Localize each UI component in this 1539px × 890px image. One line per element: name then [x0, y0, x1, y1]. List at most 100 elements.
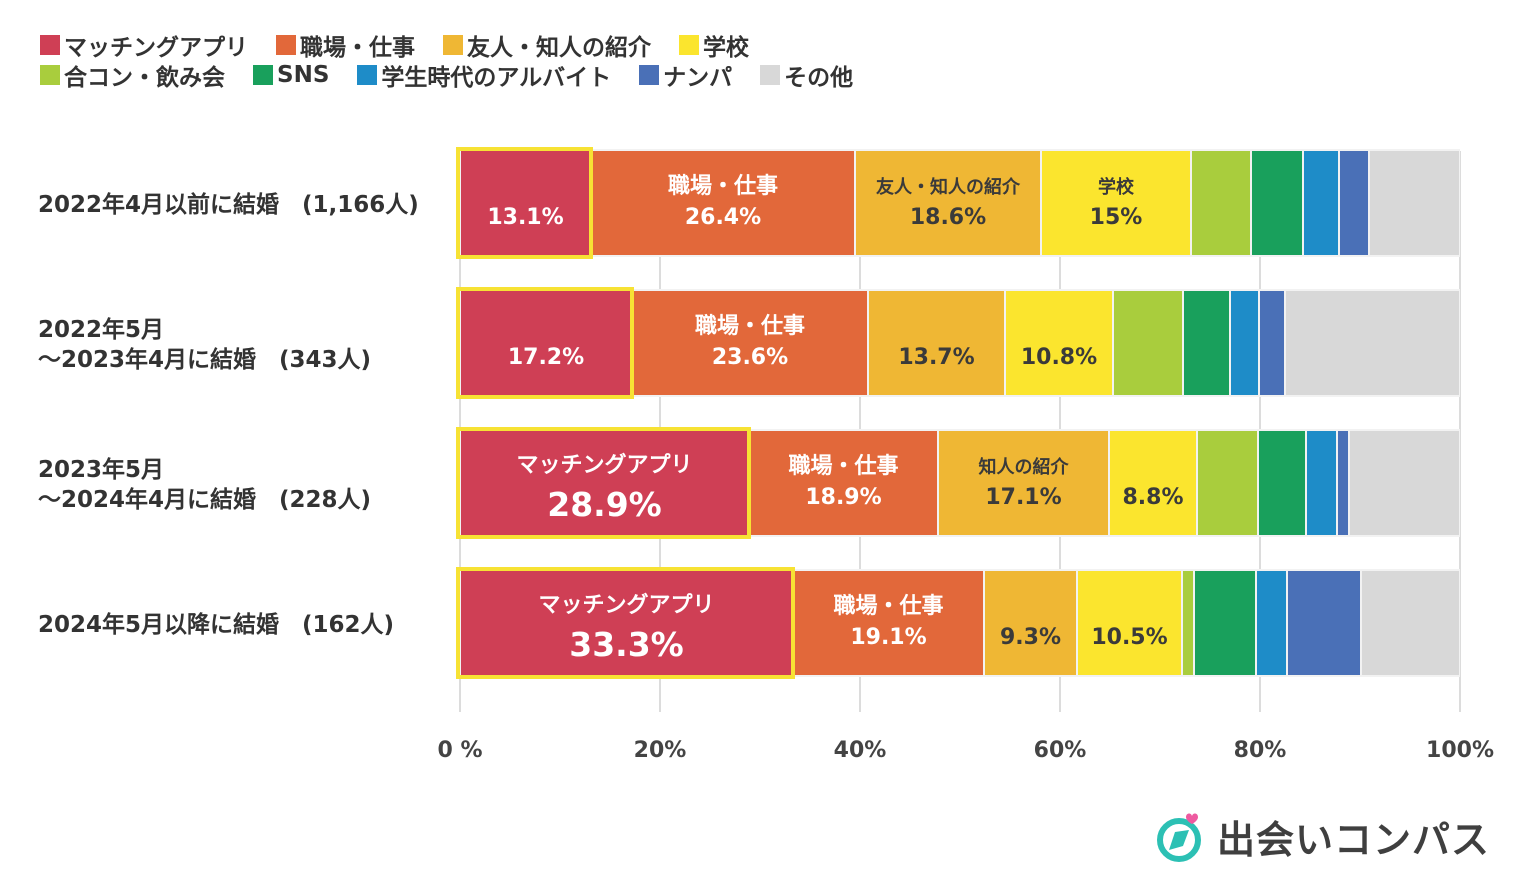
bar-segment [750, 431, 937, 535]
bar-segment [1078, 571, 1181, 675]
category-label: ～2023年4月に結婚 (343人) [38, 346, 371, 373]
bar-segment [1340, 151, 1368, 255]
bar-segment [985, 571, 1076, 675]
legend-swatch [443, 35, 463, 55]
x-tick-label: 0 % [437, 738, 482, 763]
category-label: 2022年4月以前に結婚 (1,166人) [38, 191, 419, 218]
data-label: 18.9% [805, 485, 881, 510]
category-label: ～2024年4月に結婚 (228人) [38, 486, 371, 513]
x-tick-label: 60% [1034, 738, 1087, 763]
data-label: 23.6% [712, 345, 788, 370]
category-label: 2022年5月 [38, 316, 164, 343]
bar-segment [794, 571, 983, 675]
legend-label: 合コン・飲み会 [64, 65, 225, 91]
legend-label: ナンパ [663, 65, 733, 91]
bar-segment [869, 291, 1004, 395]
x-tick-label: 20% [634, 738, 687, 763]
legend-label: 学生時代のアルバイト [381, 65, 612, 91]
legend-item: 職場・仕事 [276, 28, 415, 62]
chart-legend: マッチングアプリ 職場・仕事 友人・知人の紹介 学校 合コン・飲み会 SNS 学… [40, 28, 881, 92]
data-label: 8.8% [1122, 485, 1183, 510]
highlight-box [456, 287, 634, 399]
legend-label: その他 [784, 65, 854, 91]
legend-label: 友人・知人の紹介 [467, 35, 651, 61]
brand-name: 出会いコンパス [1217, 817, 1491, 862]
segment-title: 職場・仕事 [833, 593, 943, 619]
bar-segment [1042, 151, 1190, 255]
segment-title: 職場・仕事 [695, 313, 805, 339]
data-label: 17.1% [985, 485, 1061, 510]
legend-label: マッチングアプリ [64, 35, 248, 61]
bar-segment [1259, 431, 1305, 535]
category-label: 2024年5月以降に結婚 (162人) [38, 611, 394, 638]
bar-segment [856, 151, 1040, 255]
legend-swatch [40, 65, 60, 85]
bar-segment [1260, 291, 1284, 395]
legend-swatch [253, 65, 273, 85]
x-tick-label: 80% [1234, 738, 1287, 763]
legend-swatch [276, 35, 296, 55]
bar-segment [1006, 291, 1112, 395]
bar-segment [1192, 151, 1250, 255]
legend-row: マッチングアプリ 職場・仕事 友人・知人の紹介 学校 [40, 28, 881, 62]
legend-item: SNS [253, 62, 329, 88]
bar-segment [1362, 571, 1459, 675]
segment-title: 友人・知人の紹介 [876, 176, 1021, 198]
x-tick-label: 100% [1426, 738, 1494, 763]
data-label: 10.5% [1091, 625, 1167, 650]
legend-item: 合コン・飲み会 [40, 58, 225, 92]
bar-segment [1257, 571, 1286, 675]
data-label: 9.3% [1000, 625, 1061, 650]
data-label: 19.1% [850, 625, 926, 650]
legend-swatch [639, 65, 660, 85]
bar-segment [1114, 291, 1182, 395]
legend-label: 職場・仕事 [300, 35, 415, 61]
bar-segment [461, 151, 590, 255]
bar-segment [1183, 571, 1193, 675]
segment-title: マッチングアプリ [516, 452, 692, 478]
data-label: 13.7% [898, 345, 974, 370]
bar-segment [1110, 431, 1196, 535]
legend-item: 友人・知人の紹介 [443, 28, 651, 62]
data-label: 10.8% [1021, 345, 1097, 370]
bar-segment [1195, 571, 1255, 675]
legend-label: 学校 [703, 35, 749, 61]
data-label: 28.9% [547, 485, 662, 524]
segment-title: 職場・仕事 [668, 173, 778, 199]
legend-label: SNS [277, 62, 330, 88]
highlight-box [456, 567, 795, 679]
x-tick-label: 40% [834, 738, 887, 763]
bar-segment [1184, 291, 1229, 395]
highlight-box [456, 147, 593, 259]
bar-segment [939, 431, 1108, 535]
bar-segment [1252, 151, 1302, 255]
data-label: 13.1% [487, 205, 563, 230]
highlight-box [456, 427, 751, 539]
bar-segment [1338, 431, 1348, 535]
segment-title: 学校 [1098, 176, 1135, 198]
legend-item: その他 [760, 58, 853, 92]
legend-row: 合コン・飲み会 SNS 学生時代のアルバイト ナンパ その他 [40, 58, 881, 92]
segment-title: 知人の紹介 [979, 456, 1070, 478]
segment-title: 職場・仕事 [788, 453, 898, 479]
segment-title: マッチングアプリ [538, 592, 714, 618]
data-label: 18.6% [910, 205, 986, 230]
legend-swatch [679, 35, 699, 55]
data-label: 33.3% [569, 625, 684, 664]
bar-segment [461, 291, 631, 395]
bar-segment [461, 431, 748, 535]
bar-segment [592, 151, 854, 255]
bar-segment [461, 571, 792, 675]
bar-segment [1288, 571, 1360, 675]
bar-segment [1304, 151, 1338, 255]
category-label: 2023年5月 [38, 456, 164, 483]
bar-segment [1286, 291, 1459, 395]
bar-segment [1307, 431, 1336, 535]
bar-segment [633, 291, 867, 395]
brand-logo: 出会いコンパス [1155, 808, 1490, 864]
data-label: 15% [1090, 205, 1143, 230]
legend-swatch [760, 65, 781, 85]
legend-item: ナンパ [639, 58, 732, 92]
legend-item: 学生時代のアルバイト [357, 58, 611, 92]
legend-swatch [40, 35, 60, 55]
